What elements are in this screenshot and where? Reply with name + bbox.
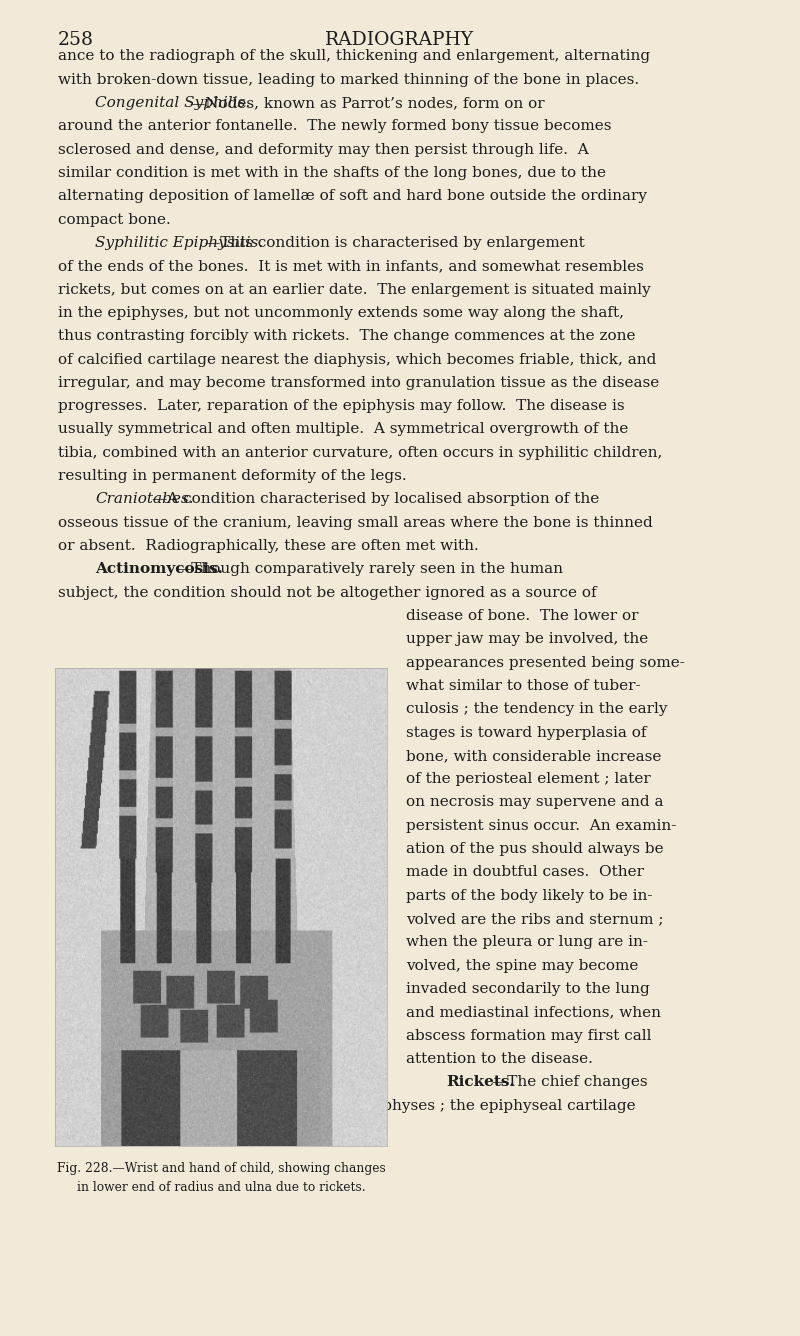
Text: rickets, but comes on at an earlier date.  The enlargement is situated mainly: rickets, but comes on at an earlier date… <box>58 282 650 297</box>
Text: —The chief changes: —The chief changes <box>493 1075 648 1089</box>
Text: Syphilitic Epiphysitis.: Syphilitic Epiphysitis. <box>95 236 263 250</box>
Text: compact bone.: compact bone. <box>58 212 170 227</box>
Text: of the ends of the bones.  It is met with in infants, and somewhat resembles: of the ends of the bones. It is met with… <box>58 259 643 274</box>
Text: stages is toward hyperplasia of: stages is toward hyperplasia of <box>406 725 647 740</box>
Text: progresses.  Later, reparation of the epiphysis may follow.  The disease is: progresses. Later, reparation of the epi… <box>58 399 624 413</box>
Text: similar condition is met with in the shafts of the long bones, due to the: similar condition is met with in the sha… <box>58 166 606 180</box>
Text: Congenital Syphilis.: Congenital Syphilis. <box>95 96 250 110</box>
Text: in the epiphyses, but not uncommonly extends some way along the shaft,: in the epiphyses, but not uncommonly ext… <box>58 306 624 319</box>
Text: upper jaw may be involved, the: upper jaw may be involved, the <box>406 632 649 647</box>
Text: —Nodes, known as Parrot’s nodes, form on or: —Nodes, known as Parrot’s nodes, form on… <box>190 96 545 110</box>
Text: made in doubtful cases.  Other: made in doubtful cases. Other <box>406 866 645 879</box>
Text: resulting in permanent deformity of the legs.: resulting in permanent deformity of the … <box>58 469 406 484</box>
Text: thus contrasting forcibly with rickets.  The change commences at the zone: thus contrasting forcibly with rickets. … <box>58 329 635 343</box>
Text: volved are the ribs and sternum ;: volved are the ribs and sternum ; <box>406 912 664 926</box>
Text: Fig. 228.—Wrist and hand of child, showing changes: Fig. 228.—Wrist and hand of child, showi… <box>58 1162 386 1176</box>
Text: of the periosteal element ; later: of the periosteal element ; later <box>406 772 651 786</box>
Text: alternating deposition of lamellæ of soft and hard bone outside the ordinary: alternating deposition of lamellæ of sof… <box>58 190 646 203</box>
Text: RADIOGRAPHY: RADIOGRAPHY <box>326 31 474 48</box>
Text: —Though comparatively rarely seen in the human: —Though comparatively rarely seen in the… <box>176 562 563 576</box>
Text: culosis ; the tendency in the early: culosis ; the tendency in the early <box>406 703 668 716</box>
Text: parts of the body likely to be in-: parts of the body likely to be in- <box>406 888 653 903</box>
Text: —This condition is characterised by enlargement: —This condition is characterised by enla… <box>205 236 585 250</box>
Text: osseous tissue of the cranium, leaving small areas where the bone is thinned: osseous tissue of the cranium, leaving s… <box>58 516 652 529</box>
Text: abscess formation may first call: abscess formation may first call <box>406 1029 652 1042</box>
Text: attention to the disease.: attention to the disease. <box>406 1051 594 1066</box>
Text: or absent.  Radiographically, these are often met with.: or absent. Radiographically, these are o… <box>58 538 478 553</box>
Text: usually symmetrical and often multiple.  A symmetrical overgrowth of the: usually symmetrical and often multiple. … <box>58 422 628 437</box>
Text: Craniotabes.: Craniotabes. <box>95 493 194 506</box>
Text: sclerosed and dense, and deformity may then persist through life.  A: sclerosed and dense, and deformity may t… <box>58 143 588 156</box>
Text: ation of the pus should always be: ation of the pus should always be <box>406 842 664 856</box>
Text: of calcified cartilage nearest the diaphysis, which becomes friable, thick, and: of calcified cartilage nearest the diaph… <box>58 353 656 366</box>
Text: —A condition characterised by localised absorption of the: —A condition characterised by localised … <box>152 493 599 506</box>
Text: are found in the neighbourhood of the epiphyses ; the epiphyseal cartilage: are found in the neighbourhood of the ep… <box>58 1098 635 1113</box>
Text: when the pleura or lung are in-: when the pleura or lung are in- <box>406 935 648 950</box>
Text: tibia, combined with an anterior curvature, often occurs in syphilitic children,: tibia, combined with an anterior curvatu… <box>58 446 662 460</box>
Text: on necrosis may supervene and a: on necrosis may supervene and a <box>406 795 664 810</box>
Text: invaded secondarily to the lung: invaded secondarily to the lung <box>406 982 650 995</box>
Text: subject, the condition should not be altogether ignored as a source of: subject, the condition should not be alt… <box>58 585 596 600</box>
Text: and mediastinal infections, when: and mediastinal infections, when <box>406 1005 662 1019</box>
Text: irregular, and may become transformed into granulation tissue as the disease: irregular, and may become transformed in… <box>58 375 659 390</box>
Text: Rickets.: Rickets. <box>446 1075 515 1089</box>
Text: disease of bone.  The lower or: disease of bone. The lower or <box>406 609 639 623</box>
Text: what similar to those of tuber-: what similar to those of tuber- <box>406 679 641 693</box>
Text: 258: 258 <box>58 31 94 48</box>
Text: persistent sinus occur.  An examin-: persistent sinus occur. An examin- <box>406 819 677 832</box>
Text: in lower end of radius and ulna due to rickets.: in lower end of radius and ulna due to r… <box>78 1181 366 1194</box>
Text: ance to the radiograph of the skull, thickening and enlargement, alternating: ance to the radiograph of the skull, thi… <box>58 49 650 63</box>
Text: with broken-down tissue, leading to marked thinning of the bone in places.: with broken-down tissue, leading to mark… <box>58 72 638 87</box>
Text: bone, with considerable increase: bone, with considerable increase <box>406 748 662 763</box>
Text: appearances presented being some-: appearances presented being some- <box>406 656 686 669</box>
Text: Actinomycosis.: Actinomycosis. <box>95 562 223 576</box>
Text: volved, the spine may become: volved, the spine may become <box>406 959 638 973</box>
Text: around the anterior fontanelle.  The newly formed bony tissue becomes: around the anterior fontanelle. The newl… <box>58 119 611 134</box>
